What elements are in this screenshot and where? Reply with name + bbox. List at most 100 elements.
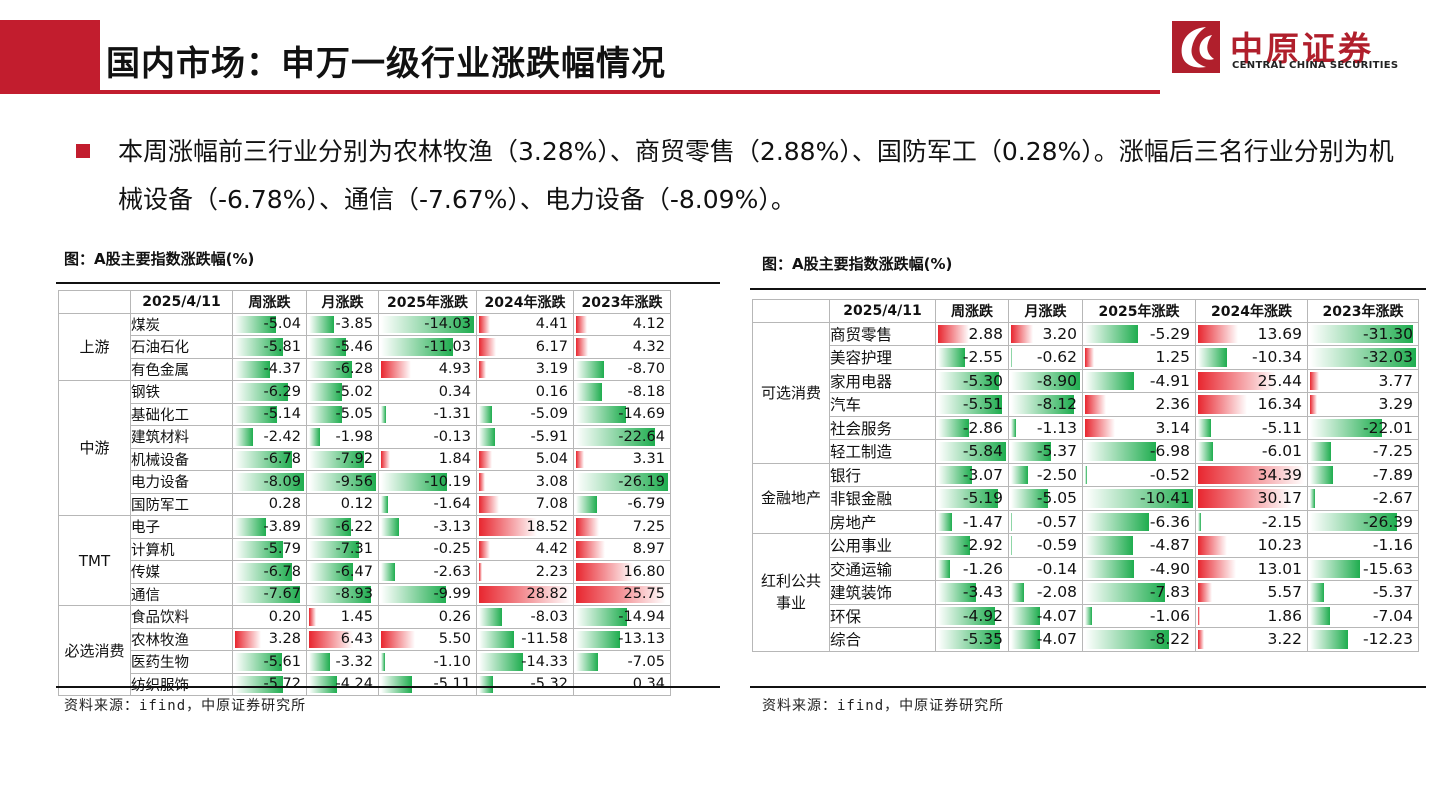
value-cell: -5.37 (1008, 439, 1083, 464)
value-cell: -5.37 (1307, 580, 1419, 605)
negative-data-bar (1085, 606, 1093, 625)
table-row: 美容护理 -2.55 -0.62 1.25 -10.34 -32.03 (753, 345, 1419, 370)
negative-data-bar (235, 383, 288, 401)
value-cell: 8.97 (573, 537, 671, 561)
value-text: -4.24 (335, 676, 373, 693)
negative-data-bar (1310, 606, 1331, 625)
negative-data-bar (1011, 606, 1041, 625)
negative-data-bar (1011, 418, 1017, 437)
value-cell: 3.22 (1195, 627, 1308, 652)
column-header: 月涨跌 (306, 290, 379, 314)
industry-name: 家用电器 (829, 368, 936, 393)
negative-data-bar (479, 675, 493, 693)
industry-name: 综合 (829, 627, 936, 652)
left-figure-caption: 图：A股主要指数涨跌幅(%) (64, 250, 255, 268)
value-text: -6.28 (335, 361, 373, 378)
value-cell: -8.18 (573, 380, 671, 404)
value-text: -2.63 (433, 563, 471, 580)
value-text: -1.16 (1372, 536, 1413, 555)
table-row: 上游 煤炭 -5.04 -3.85 -14.03 4.41 4.12 (58, 312, 671, 381)
table-row: 可选消费 商贸零售 2.88 3.20 -5.29 13.69 -31.30 (752, 321, 1419, 464)
value-text: -10.19 (424, 473, 471, 490)
positive-data-bar (1198, 395, 1247, 414)
negative-data-bar (938, 559, 950, 578)
value-cell: -1.31 (378, 402, 477, 426)
positive-data-bar (479, 518, 537, 536)
value-text: -2.92 (962, 536, 1003, 555)
positive-data-bar (938, 324, 970, 343)
value-cell: -12.23 (1307, 627, 1419, 652)
value-cell: -31.30 (1307, 321, 1419, 346)
value-text: -3.85 (335, 316, 373, 333)
value-text: -3.13 (433, 518, 471, 535)
left-source-note: 资料来源：ifind，中原证券研究所 (64, 698, 307, 714)
value-cell: 3.77 (1307, 368, 1419, 393)
negative-data-bar (235, 540, 284, 558)
value-cell: -6.22 (306, 515, 379, 539)
negative-data-bar (938, 630, 1000, 649)
negative-data-bar (1085, 489, 1193, 508)
value-cell: -5.09 (476, 402, 574, 426)
value-text: 6.43 (340, 631, 373, 648)
positive-data-bar (235, 630, 261, 648)
value-cell: 3.14 (1082, 415, 1196, 440)
value-text: -1.06 (1149, 606, 1190, 625)
table-row: 红利公共事业 公用事业 -2.92 -0.59 -4.87 10.23 -1.16 (752, 533, 1419, 652)
value-text: -6.01 (1261, 442, 1302, 461)
positive-data-bar (1198, 465, 1305, 484)
group-label: 中游 (58, 380, 131, 516)
value-cell: -5.61 (232, 650, 307, 674)
industry-name: 汽车 (829, 392, 936, 417)
column-header: 2025年涨跌 (1082, 299, 1196, 323)
value-cell: -4.07 (1008, 627, 1083, 652)
negative-data-bar (479, 428, 495, 446)
negative-data-bar (235, 315, 277, 333)
value-text: -2.15 (1261, 512, 1302, 531)
value-text: -7.92 (335, 451, 373, 468)
value-cell: -6.36 (1082, 509, 1196, 534)
table-row: 房地产 -1.47 -0.57 -6.36 -2.15 -26.39 (753, 509, 1419, 534)
value-cell: 30.17 (1195, 486, 1308, 511)
negative-data-bar (1198, 442, 1214, 461)
negative-data-bar (1085, 583, 1166, 602)
summary-text: 本周涨幅前三行业分别为农林牧渔（3.28%）、商贸零售（2.88%）、国防军工（… (118, 137, 1394, 214)
value-text: 3.20 (1042, 324, 1077, 343)
value-cell: 1.84 (378, 447, 477, 471)
value-text: -4.37 (263, 361, 301, 378)
value-text: 5.57 (1267, 583, 1302, 602)
value-text: 2.23 (535, 563, 568, 580)
column-header: 周涨跌 (232, 290, 307, 314)
bullet-square-icon (76, 144, 90, 158)
value-text: -5.05 (1036, 489, 1077, 508)
value-text: 16.34 (1257, 395, 1302, 414)
value-cell: 2.36 (1082, 392, 1196, 417)
value-cell: -6.79 (573, 492, 671, 516)
value-cell: -1.98 (306, 425, 379, 449)
value-cell: 16.34 (1195, 392, 1308, 417)
value-cell: -2.63 (378, 560, 477, 584)
negative-data-bar (1310, 630, 1349, 649)
value-cell: 0.20 (232, 605, 307, 629)
value-cell: -1.64 (378, 492, 477, 516)
column-header (58, 290, 131, 314)
group-label: 可选消费 (752, 321, 830, 464)
value-text: -6.79 (627, 496, 665, 513)
value-text: -5.84 (962, 442, 1003, 461)
value-cell: -2.50 (1008, 462, 1083, 487)
negative-data-bar (235, 360, 271, 378)
value-text: -3.07 (962, 465, 1003, 484)
value-cell: 1.86 (1195, 603, 1308, 628)
value-cell: -2.92 (935, 533, 1009, 558)
value-text: -5.19 (962, 489, 1003, 508)
value-text: -14.33 (521, 653, 568, 670)
value-text: -5.05 (335, 406, 373, 423)
table-row: 建筑装饰 -3.43 -2.08 -7.83 5.57 -5.37 (753, 580, 1419, 605)
value-cell: 4.12 (573, 312, 671, 336)
negative-data-bar (309, 338, 346, 356)
value-text: 0.34 (438, 383, 471, 400)
table-row: 纺织服饰 -5.72 -4.24 -5.11 -5.32 0.34 (59, 672, 671, 696)
value-cell: -5.05 (306, 402, 379, 426)
value-cell: 7.08 (476, 492, 574, 516)
value-cell: 13.69 (1195, 321, 1308, 346)
value-text: -5.72 (263, 676, 301, 693)
